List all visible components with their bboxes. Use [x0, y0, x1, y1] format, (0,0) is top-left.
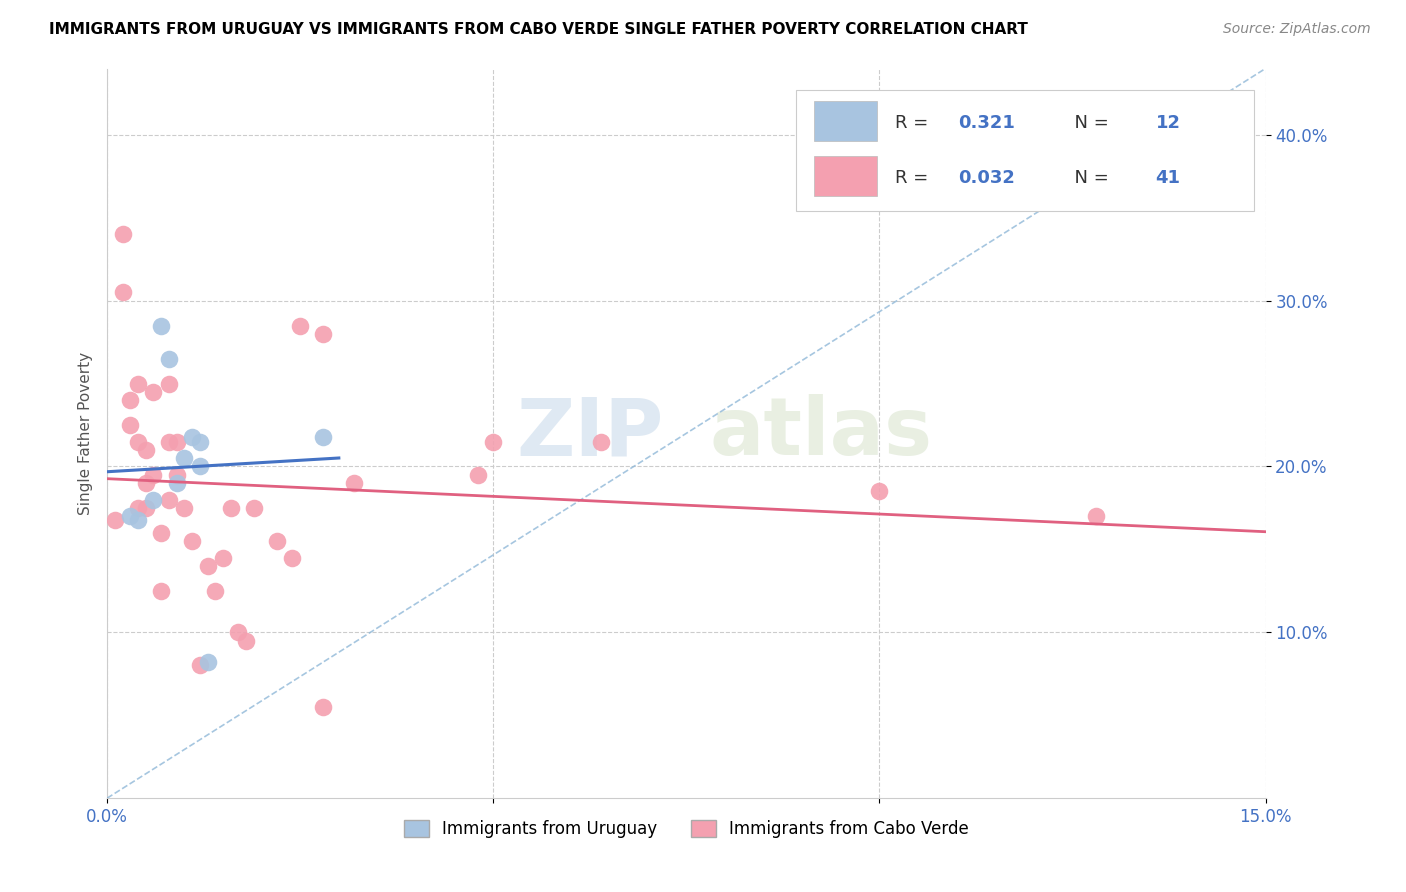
Point — [482, 434, 505, 449]
Point — [135, 500, 157, 515]
Point — [312, 326, 335, 341]
Point — [150, 583, 173, 598]
Point — [120, 418, 142, 433]
Point — [142, 492, 165, 507]
Point — [135, 442, 157, 457]
Text: 0.032: 0.032 — [959, 169, 1015, 187]
Point — [235, 633, 257, 648]
Point — [111, 285, 134, 300]
Point — [120, 393, 142, 408]
Point — [173, 451, 195, 466]
Text: atlas: atlas — [710, 394, 932, 473]
Point — [228, 625, 250, 640]
Point — [157, 376, 180, 391]
Point — [591, 434, 613, 449]
Point — [111, 227, 134, 242]
Point — [868, 484, 890, 499]
Point — [290, 318, 312, 333]
Point — [188, 459, 211, 474]
Point — [197, 655, 219, 669]
Point — [219, 500, 242, 515]
Point — [104, 512, 127, 526]
Y-axis label: Single Father Poverty: Single Father Poverty — [79, 351, 93, 515]
Point — [243, 500, 266, 515]
Bar — [814, 156, 877, 196]
Point — [127, 434, 149, 449]
Text: ZIP: ZIP — [516, 394, 664, 473]
Point — [157, 434, 180, 449]
Point — [212, 550, 235, 565]
Point — [343, 476, 366, 491]
FancyBboxPatch shape — [796, 90, 1254, 211]
Text: Source: ZipAtlas.com: Source: ZipAtlas.com — [1223, 22, 1371, 37]
Point — [1084, 509, 1107, 524]
Legend: Immigrants from Uruguay, Immigrants from Cabo Verde: Immigrants from Uruguay, Immigrants from… — [398, 813, 976, 845]
Text: 41: 41 — [1156, 169, 1181, 187]
Point — [281, 550, 304, 565]
Point — [150, 318, 173, 333]
Point — [166, 434, 188, 449]
Bar — [814, 102, 877, 142]
Point — [173, 500, 195, 515]
Point — [188, 658, 211, 673]
Point — [157, 351, 180, 366]
Point — [181, 430, 204, 444]
Point — [467, 467, 489, 482]
Point — [166, 467, 188, 482]
Text: 12: 12 — [1156, 113, 1181, 131]
Point — [188, 434, 211, 449]
Point — [204, 583, 226, 598]
Point — [150, 525, 173, 540]
Point — [157, 492, 180, 507]
Point — [127, 500, 149, 515]
Text: IMMIGRANTS FROM URUGUAY VS IMMIGRANTS FROM CABO VERDE SINGLE FATHER POVERTY CORR: IMMIGRANTS FROM URUGUAY VS IMMIGRANTS FR… — [49, 22, 1028, 37]
Point — [266, 534, 288, 549]
Text: R =: R = — [894, 113, 934, 131]
Text: 0.321: 0.321 — [959, 113, 1015, 131]
Point — [181, 534, 204, 549]
Point — [312, 700, 335, 714]
Point — [312, 430, 335, 444]
Point — [120, 509, 142, 524]
Text: N =: N = — [1063, 113, 1115, 131]
Point — [166, 476, 188, 491]
Point — [127, 376, 149, 391]
Text: R =: R = — [894, 169, 934, 187]
Point — [142, 467, 165, 482]
Point — [135, 476, 157, 491]
Point — [197, 559, 219, 574]
Point — [127, 512, 149, 526]
Point — [142, 384, 165, 399]
Text: N =: N = — [1063, 169, 1115, 187]
